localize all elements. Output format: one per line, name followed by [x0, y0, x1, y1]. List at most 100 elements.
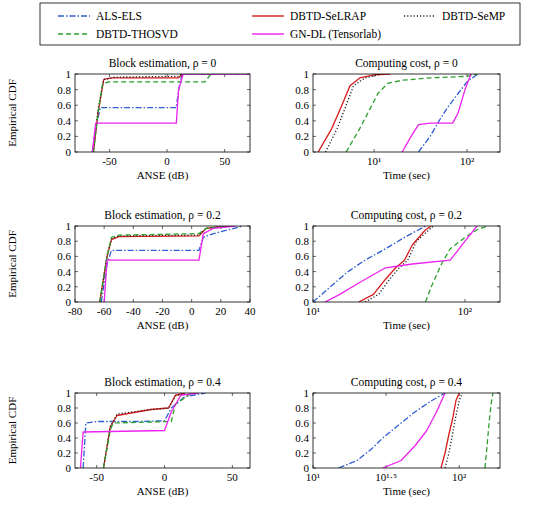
x-tick [164, 393, 165, 396]
series-group [313, 226, 487, 302]
x-tick-label: 10² [452, 471, 467, 483]
panel: Computing cost, ρ = 0.400.20.40.60.8110¹… [295, 376, 500, 498]
title: Block estimation, ρ = 0 [109, 57, 217, 70]
y-tick-label: 1 [304, 220, 310, 232]
plot-frame [75, 74, 250, 152]
panel: Block estimation, ρ = 000.20.40.60.81-50… [6, 57, 250, 182]
cdf-line [104, 226, 235, 302]
x-tick-label: -40 [126, 305, 141, 317]
x-tick [167, 74, 168, 77]
y-tick [497, 438, 500, 439]
x-tick-label: -50 [89, 471, 104, 483]
y-tick-label: 0.6 [57, 417, 71, 429]
y-tick [497, 241, 500, 242]
y-tick [247, 256, 250, 257]
legend-label: GN-DL (Tensorlab) [290, 28, 381, 41]
y-tick [75, 120, 78, 121]
x-tick-label: -20 [155, 305, 170, 317]
y-tick-label: 0.2 [57, 281, 71, 293]
y-tick [313, 136, 316, 137]
y-tick [75, 271, 78, 272]
y-tick-label: 0.2 [295, 447, 309, 459]
y-tick [247, 136, 250, 137]
y-tick [313, 271, 316, 272]
cdf-line [365, 226, 433, 302]
x-tick-label: 10¹ [306, 471, 320, 483]
y-tick [247, 271, 250, 272]
y-tick-label: 0.8 [57, 84, 71, 96]
x-tick-label: 0 [189, 305, 195, 317]
y-tick [313, 89, 316, 90]
y-tick [247, 105, 250, 106]
legend-label: DBTD-THOSVD [96, 28, 178, 40]
y-tick [75, 241, 78, 242]
plot-frame [75, 393, 250, 468]
y-tick-label: 0.4 [57, 266, 71, 278]
x-tick [133, 226, 134, 229]
x-tick [386, 393, 387, 396]
y-tick [75, 408, 78, 409]
y-tick-label: 0.6 [295, 99, 309, 111]
cdf-line [445, 393, 462, 468]
x-tick-label: 0 [164, 155, 170, 167]
cdf-line [485, 393, 493, 468]
y-tick [247, 286, 250, 287]
plot-frame [313, 226, 500, 302]
y-tick [313, 438, 316, 439]
x-tick-label: 10² [458, 305, 473, 317]
x-tick [374, 149, 375, 152]
x-axis-label: Time (sec) [383, 169, 430, 182]
y-tick [497, 453, 500, 454]
y-tick-label: 0 [304, 146, 310, 158]
x-tick [464, 226, 465, 229]
y-tick-label: 1 [304, 387, 310, 399]
cdf-line [92, 74, 250, 152]
cdf-line [325, 226, 477, 302]
y-tick [313, 241, 316, 242]
y-tick-label: 0.8 [57, 235, 71, 247]
y-tick [497, 286, 500, 287]
title: Computing cost, ρ = 0.4 [351, 376, 463, 389]
x-axis-label: Time (sec) [383, 319, 430, 332]
y-tick-label: 0.6 [57, 250, 71, 262]
y-tick-label: 0.2 [295, 130, 309, 142]
y-tick [313, 120, 316, 121]
cdf-line [326, 74, 382, 152]
y-tick-label: 0.4 [57, 432, 71, 444]
cdf-line [402, 74, 471, 152]
cdf-line [318, 74, 390, 152]
x-tick [162, 226, 163, 229]
panel: Block estimation, ρ = 0.200.20.40.60.81-… [6, 209, 256, 332]
x-tick [109, 149, 110, 152]
x-tick [191, 226, 192, 229]
x-axis-label: ANSE (dB) [137, 485, 189, 498]
x-tick [96, 393, 97, 396]
y-tick-label: 0.4 [57, 115, 71, 127]
x-tick-label: 40 [245, 305, 257, 317]
y-tick [497, 89, 500, 90]
y-tick-label: 0.6 [295, 417, 309, 429]
y-axis-label: Empirical CDF [6, 397, 18, 465]
x-tick-label: 10¹ [367, 155, 381, 167]
y-tick [497, 120, 500, 121]
y-tick [247, 408, 250, 409]
plot-frame [75, 226, 250, 302]
figure: ALS-ELSDBTD-SeLRAPDBTD-SeMPDBTD-THOSVDGN… [0, 0, 540, 511]
plot-frame [313, 393, 500, 468]
y-tick-label: 0.8 [295, 235, 309, 247]
y-axis-label: Empirical CDF [6, 79, 18, 147]
y-tick-label: 1 [304, 68, 310, 80]
y-tick [75, 423, 78, 424]
y-tick-label: 0.2 [57, 130, 71, 142]
y-tick [313, 408, 316, 409]
cdf-line [92, 74, 250, 152]
cdf-line [339, 393, 445, 468]
cdf-line [100, 226, 228, 302]
x-axis-label: ANSE (dB) [137, 169, 189, 182]
series-group [339, 393, 493, 468]
x-tick-label: -60 [97, 305, 112, 317]
y-tick [75, 136, 78, 137]
y-tick [75, 105, 78, 106]
y-tick [247, 120, 250, 121]
x-tick [104, 226, 105, 229]
